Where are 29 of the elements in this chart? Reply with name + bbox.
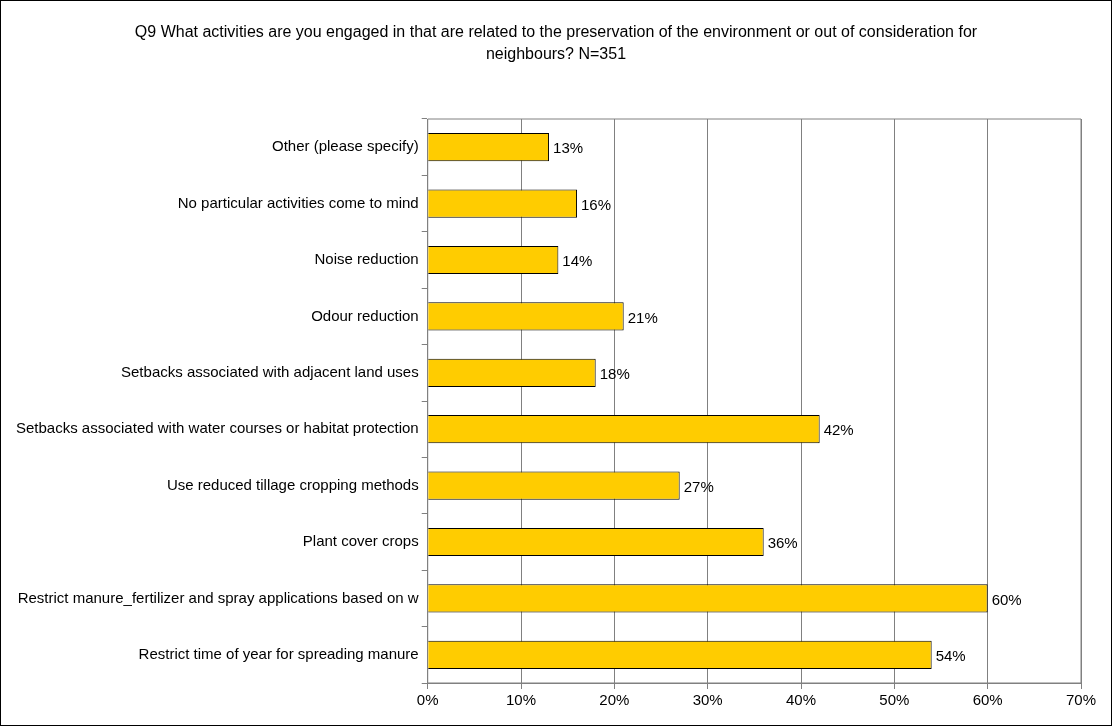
x-tick-label: 30% [692,691,723,709]
y-tick-label: Odour reduction [311,306,419,324]
y-tick-label: Setbacks associated with adjacent land uses [121,362,419,380]
x-tick-label: 40% [786,691,817,709]
data-label: 60% [991,590,1022,608]
y-tick-label: Restrict time of year for spreading manure [138,644,419,662]
y-tick-label: Noise reduction [314,250,419,268]
data-label: 36% [767,534,798,552]
data-label: 21% [627,308,658,326]
y-tick-label: Restrict manure_fertilizer and spray applications based on w [17,588,419,606]
y-tick-label: No particular activities come to mind [177,193,419,211]
data-label: 18% [599,364,630,382]
x-tick-label: 70% [1065,691,1097,709]
y-tick-label: Other (please specify) [271,137,419,155]
y-tick-label: Plant cover crops [302,532,419,550]
data-label: 14% [562,252,593,270]
x-tick-label: 0% [416,691,439,709]
y-tick-label: Use reduced tillage cropping methods [166,475,419,493]
data-label: 27% [683,477,714,495]
data-label: 16% [581,195,612,213]
data-label: 42% [823,421,854,439]
data-label: 54% [935,646,966,664]
y-tick-label: Setbacks associated with water courses or habitat protection [15,419,419,437]
data-label: 13% [553,139,584,157]
x-tick-label: 10% [506,691,537,709]
x-tick-label: 50% [879,691,910,709]
x-tick-label: 20% [599,691,630,709]
chart-title: Q9 What activities are you engaged in that are related to the preservation of the environment or out of consideration for neighbours? N=351 [133,22,979,64]
x-tick-label: 60% [972,691,1003,709]
